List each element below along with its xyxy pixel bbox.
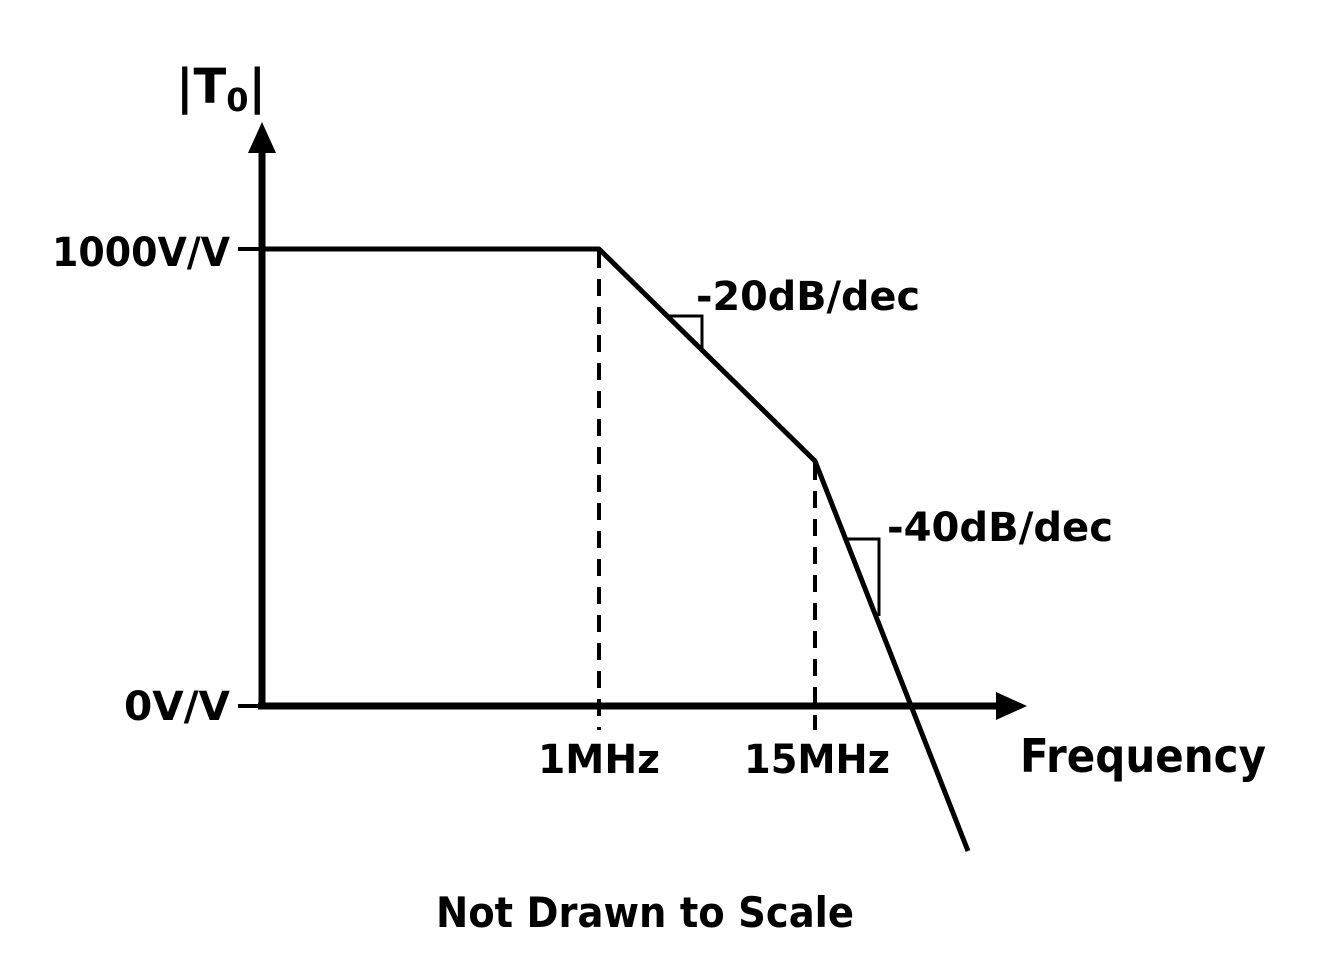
magnitude-response-curve bbox=[262, 246, 971, 852]
x-axis-arrowhead bbox=[996, 692, 1027, 720]
x-axis-title: Frequency bbox=[1020, 729, 1266, 783]
footnote-text: Not Drawn to Scale bbox=[436, 888, 854, 937]
y-axis-title-subscript: 0 bbox=[226, 81, 248, 119]
slope-label-20db: -20dB/dec bbox=[696, 274, 920, 320]
y-axis-title-main: |T bbox=[176, 59, 227, 115]
y-axis-title-close: | bbox=[249, 59, 267, 115]
x-tick-label-1mhz: 1MHz bbox=[538, 737, 660, 783]
y-tick-label-bottom: 0V/V bbox=[124, 684, 230, 730]
y-axis-title: |T0| bbox=[176, 59, 266, 119]
x-tick-label-15mhz: 15MHz bbox=[744, 737, 890, 783]
slope-label-40db: -40dB/dec bbox=[887, 505, 1113, 551]
y-tick-label-top: 1000V/V bbox=[52, 230, 230, 276]
y-axis-arrowhead bbox=[248, 122, 276, 153]
slope-indicator-40db bbox=[846, 537, 881, 616]
slope-indicator-20db bbox=[667, 314, 704, 348]
